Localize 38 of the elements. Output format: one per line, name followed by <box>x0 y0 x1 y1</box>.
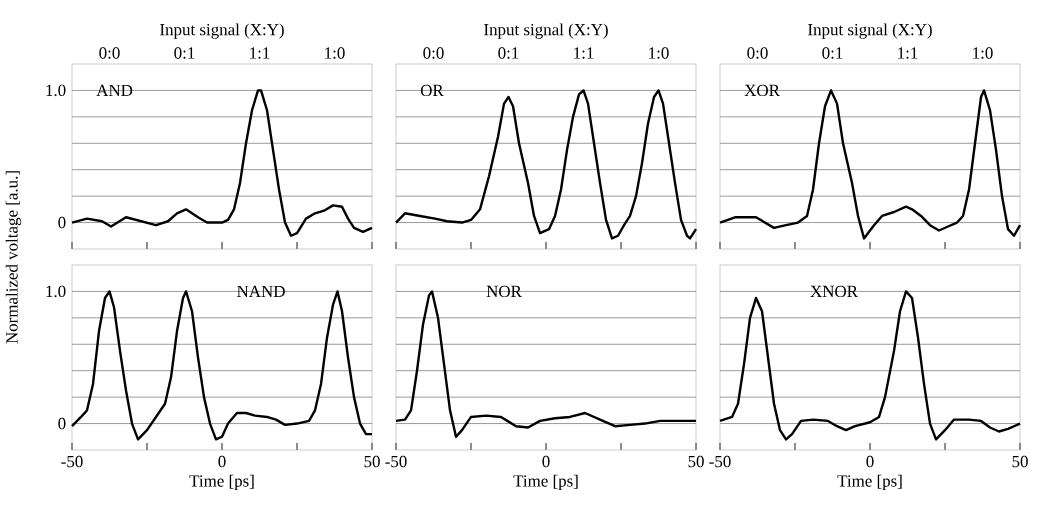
text: 0:1 <box>822 47 843 59</box>
x-tick-label: 50 <box>364 455 380 468</box>
text: XNOR <box>810 285 858 298</box>
text: Input signal (X:Y) <box>160 23 284 39</box>
x-tick-label: -50 <box>385 455 407 468</box>
text: NAND <box>237 285 285 298</box>
y-axis-title: Normalized voltage [a.u.] <box>5 171 22 344</box>
text: Input signal (X:Y) <box>484 23 608 39</box>
x-tick-label: 0 <box>542 455 550 468</box>
text: 1:1 <box>898 47 918 59</box>
text: 1:1 <box>574 47 594 59</box>
text: 0:1 <box>174 47 195 59</box>
text: 1:0 <box>973 47 993 59</box>
text: 0:0 <box>423 47 444 59</box>
x-axis-title: Time [ps] <box>513 474 578 491</box>
text: 0:1 <box>498 47 519 59</box>
text: AND <box>96 84 133 97</box>
text: 1:1 <box>250 47 270 59</box>
y-tick-label: 0 <box>58 216 66 229</box>
x-tick-label: 50 <box>1012 455 1028 468</box>
x-axis-title: Time [ps] <box>189 474 254 491</box>
text: Input signal (X:Y) <box>808 23 932 39</box>
text: 1:0 <box>649 47 669 59</box>
text: XOR <box>744 84 780 97</box>
y-tick-label: 0 <box>58 417 66 430</box>
x-tick-label: 50 <box>688 455 704 468</box>
text: 1:0 <box>325 47 345 59</box>
text: NOR <box>486 285 522 298</box>
x-tick-label: -50 <box>61 455 83 468</box>
text: OR <box>420 84 444 97</box>
x-tick-label: 0 <box>866 455 874 468</box>
x-tick-label: 0 <box>218 455 226 468</box>
y-tick-label: 1.0 <box>46 285 66 298</box>
x-axis-title: Time [ps] <box>837 474 902 491</box>
x-tick-label: -50 <box>709 455 731 468</box>
text: 0:0 <box>99 47 120 59</box>
text: 0:0 <box>747 47 768 59</box>
y-tick-label: 1.0 <box>46 84 66 97</box>
